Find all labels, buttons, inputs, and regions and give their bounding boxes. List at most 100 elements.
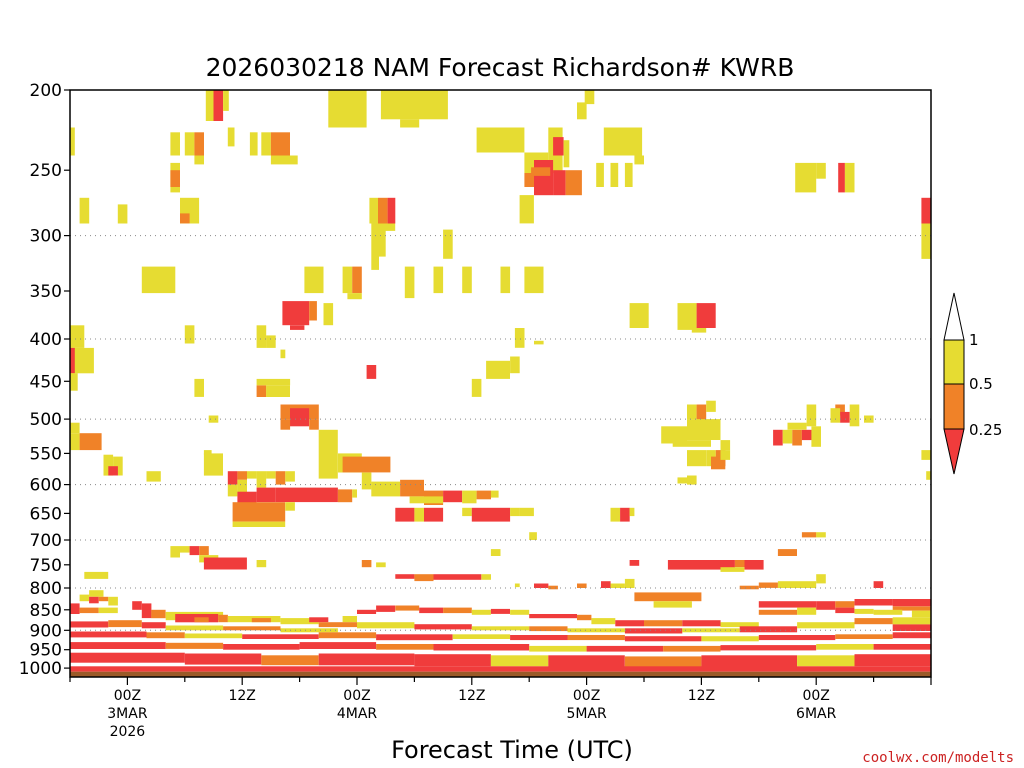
ri-cell (565, 170, 582, 196)
ri-cell (624, 162, 633, 187)
ri-cell (624, 656, 702, 668)
ri-cell (529, 645, 587, 652)
ri-cell (79, 197, 90, 224)
ri-cell (256, 471, 267, 488)
ri-cell (203, 453, 223, 476)
ri-cell (739, 626, 798, 633)
ri-cell (70, 347, 75, 374)
ground-band (70, 671, 931, 677)
ri-cell (357, 622, 415, 629)
ri-cell (404, 266, 415, 299)
source-credit: coolwx.com/modelts (862, 750, 1014, 766)
x-tick-label: 5MAR (566, 706, 607, 722)
ri-cell (873, 581, 884, 588)
ri-cell (213, 90, 224, 121)
ri-cell (682, 620, 721, 627)
ri-cell (490, 608, 510, 614)
ri-cell (601, 581, 611, 588)
chart-title: 2026030218 NAM Forecast Richardson# KWRB (206, 53, 795, 82)
ri-cell (462, 266, 472, 294)
ri-cell (337, 489, 353, 503)
x-axis: 00Z 3MAR 2026 12Z 00Z 4MAR 12Z 00Z 5MAR 12Z 00Z 6MA… (69, 677, 932, 740)
ri-cell (443, 607, 472, 614)
legend-label: 0.25 (969, 421, 1002, 439)
y-tick-label: 300 (30, 227, 62, 247)
ri-cell (534, 340, 544, 345)
y-tick-label: 850 (30, 601, 62, 621)
ri-cell (70, 422, 80, 434)
ri-cell (266, 385, 290, 397)
ri-cell (203, 450, 212, 455)
ri-cell (180, 546, 190, 553)
ri-cell (70, 433, 80, 451)
ri-cell (471, 507, 511, 522)
ri-cell (361, 560, 372, 568)
ri-cell (232, 521, 286, 527)
y-tick-label: 1000 (19, 659, 62, 679)
ri-cell (892, 624, 931, 631)
ri-cell (376, 562, 386, 568)
ri-cell (610, 583, 625, 588)
ri-cell (275, 487, 338, 503)
ri-cell (443, 490, 463, 503)
ri-cell (644, 620, 683, 627)
ri-cell (667, 560, 735, 570)
y-tick-label: 350 (30, 282, 62, 302)
ri-cell (486, 360, 510, 379)
ri-cell (141, 622, 166, 629)
ri-cell (108, 466, 118, 476)
ri-cell (256, 325, 267, 348)
ri-cell (170, 132, 180, 156)
ri-cell (620, 507, 630, 522)
ri-cell (629, 303, 649, 328)
ri-cell (529, 626, 568, 632)
legend-swatch-red (943, 428, 965, 475)
ri-cell (98, 596, 109, 602)
ri-cell (318, 653, 415, 666)
y-tick-label: 250 (30, 161, 62, 181)
ri-cell (70, 652, 185, 663)
ri-cell (194, 132, 204, 156)
ri-cell (777, 581, 817, 588)
ri-cell (108, 596, 118, 606)
ri-cell (352, 266, 362, 294)
ri-cell (534, 160, 554, 196)
ri-cell (744, 560, 764, 570)
ri-cell (624, 628, 683, 634)
ri-cell (739, 585, 759, 590)
ri-cell (510, 507, 520, 517)
ri-cell (797, 622, 855, 629)
ri-cell (696, 303, 716, 328)
y-tick-label: 900 (30, 621, 62, 641)
ri-cell (184, 132, 195, 156)
ri-cell (380, 90, 448, 120)
ri-cell (378, 223, 396, 231)
ri-cell (309, 301, 317, 321)
ri-cell (223, 644, 300, 650)
ri-cell (854, 599, 893, 606)
y-tick-label: 200 (30, 81, 62, 101)
ri-cell (194, 155, 204, 165)
ri-cell (141, 603, 152, 619)
ri-cell (892, 632, 931, 639)
ri-cell (471, 378, 482, 397)
richardson-cells (70, 90, 931, 672)
ri-cell (873, 609, 903, 615)
ri-cell (758, 635, 836, 641)
ri-cell (734, 560, 745, 568)
ri-cell (366, 365, 377, 379)
ri-cell (223, 90, 229, 111)
ri-cell (203, 557, 247, 570)
ri-cell (379, 223, 386, 257)
ri-cell (797, 607, 817, 615)
ri-cell (180, 213, 190, 224)
ri-cell (816, 162, 826, 179)
ri-cell (194, 378, 204, 397)
ri-cell (309, 419, 319, 430)
ri-cell (610, 507, 621, 522)
ri-cell (720, 567, 745, 572)
ri-cell (677, 477, 688, 484)
ri-cell (610, 162, 619, 187)
ri-cell (840, 411, 850, 423)
